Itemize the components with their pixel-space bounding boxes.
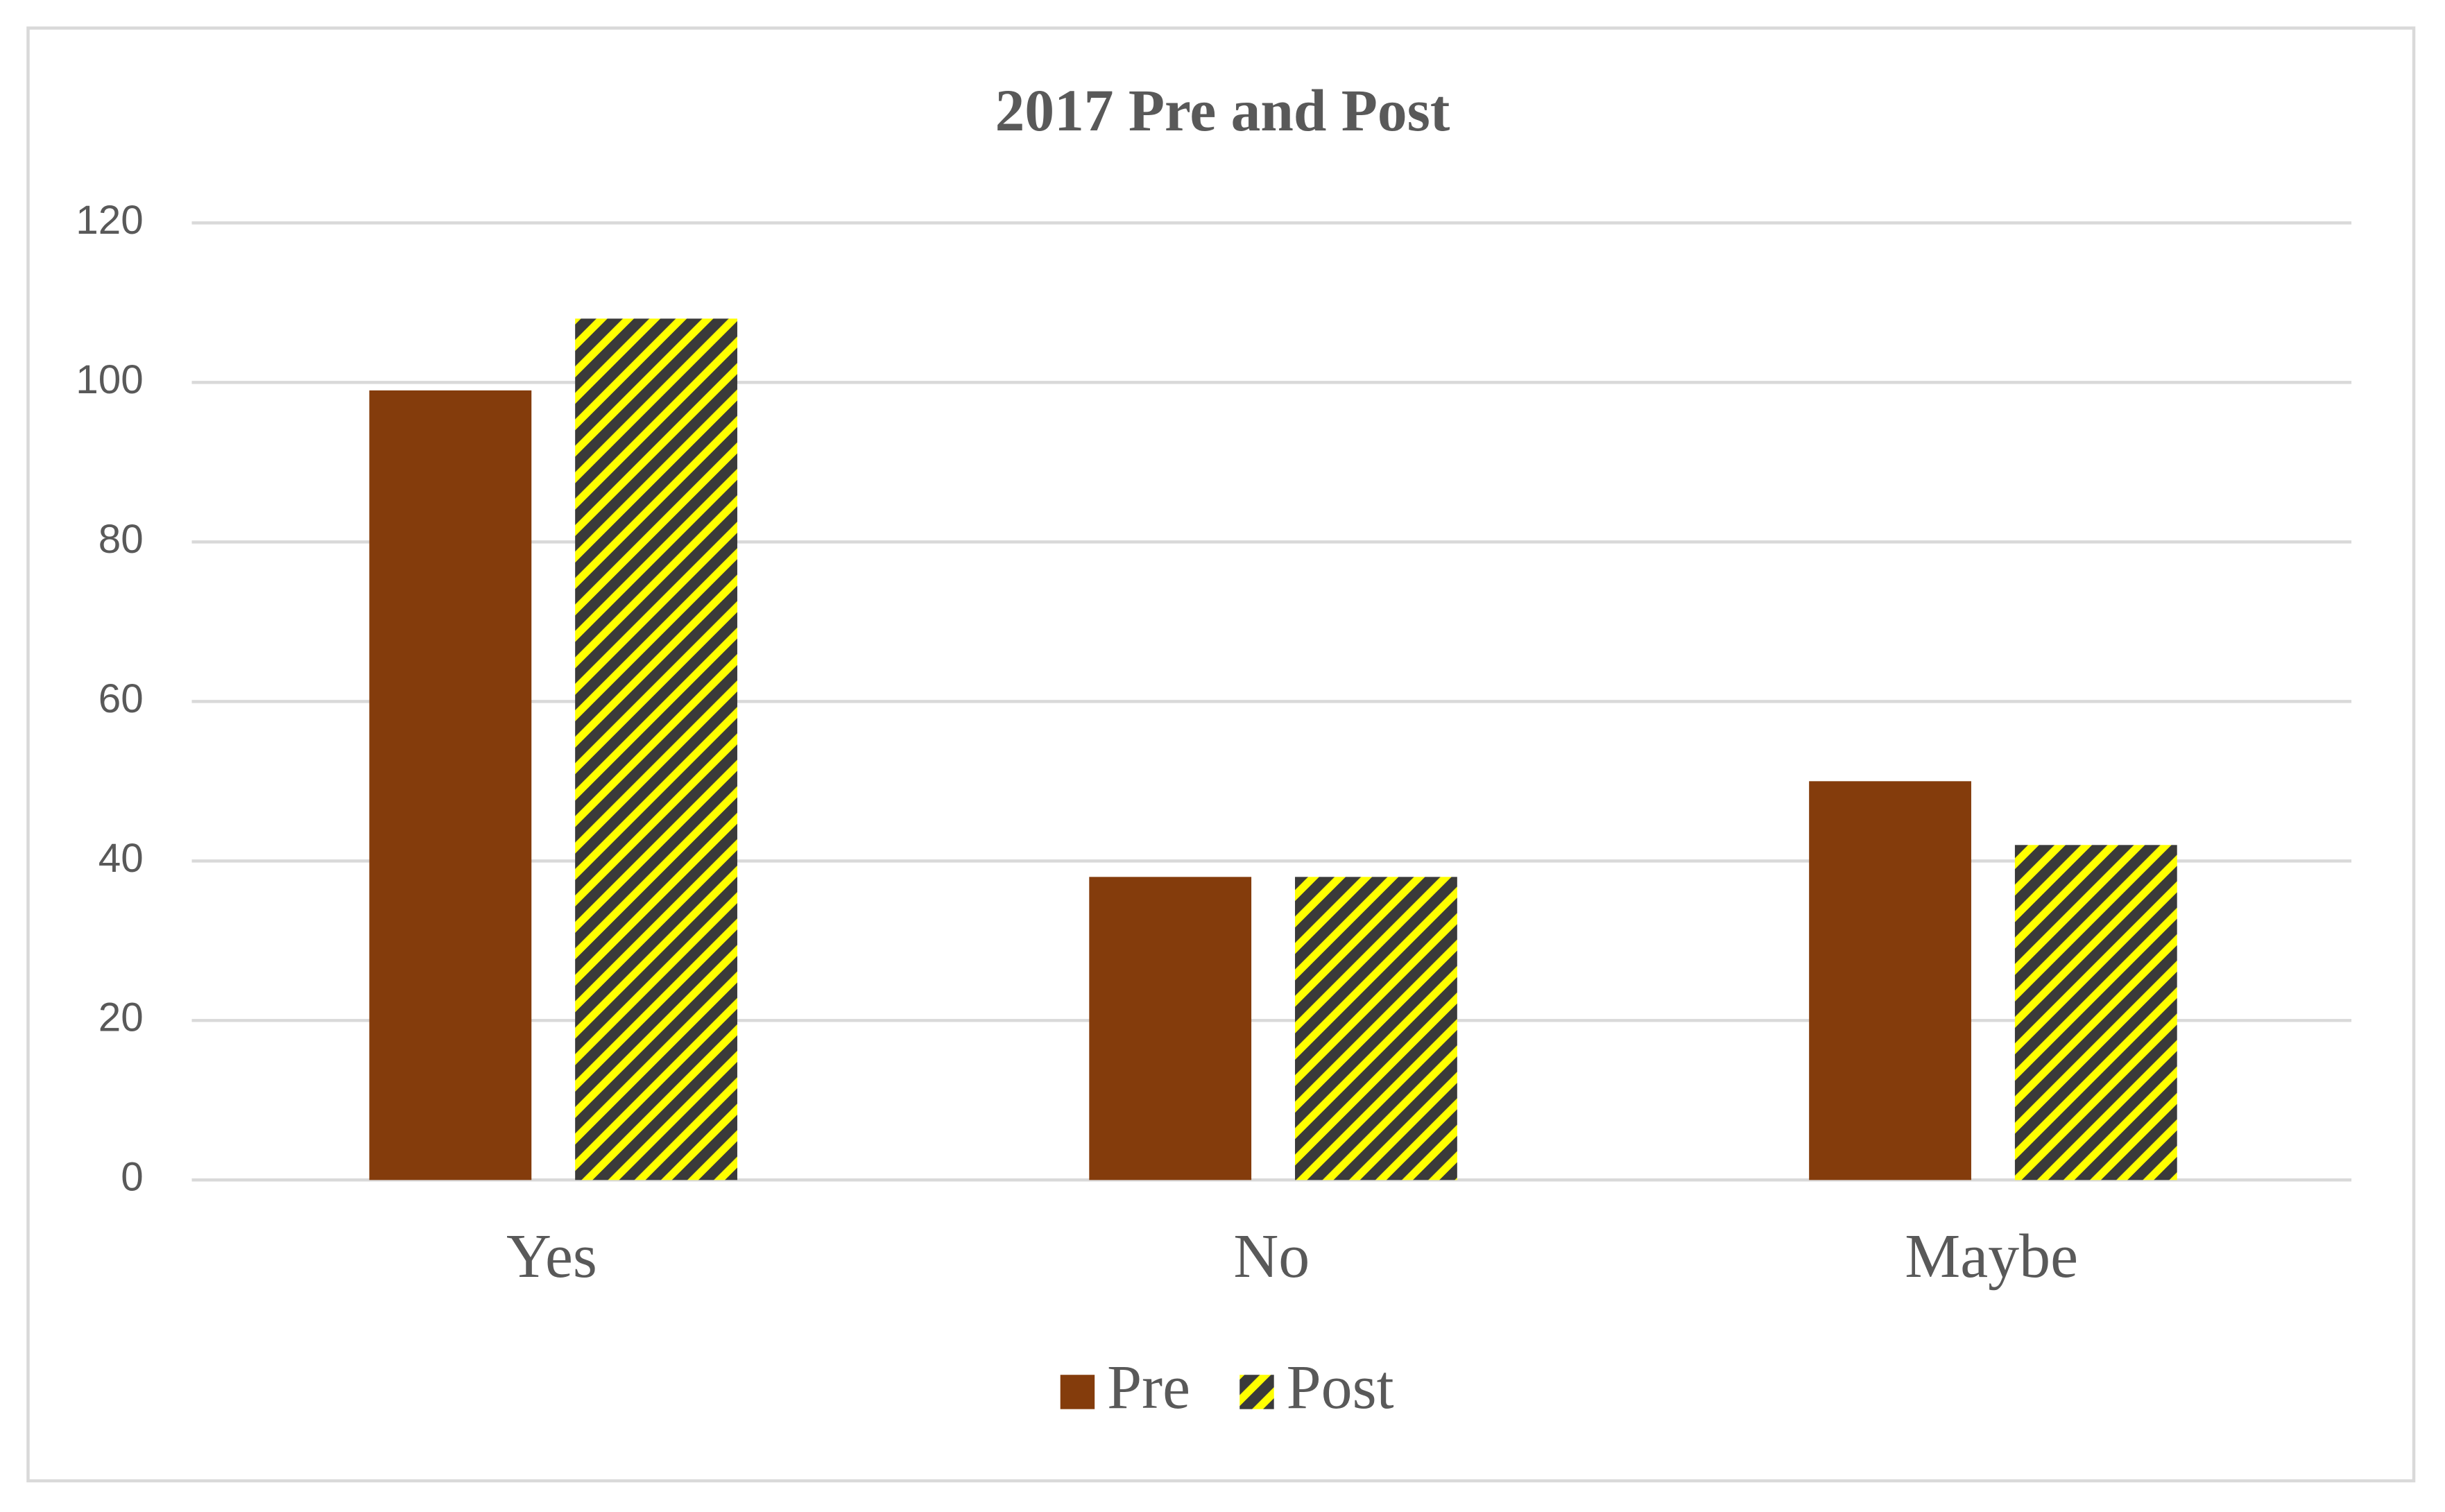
y-tick-label: 120 [76,198,144,243]
chart-title: 2017 Pre and Post [995,78,1450,144]
bar [2014,845,2177,1180]
bar [1295,877,1457,1180]
x-tick-label: Yes [506,1222,597,1291]
y-tick-label: 80 [98,517,144,562]
y-tick-label: 20 [98,995,144,1040]
legend-label: Post [1287,1353,1394,1422]
x-tick-label: No [1233,1222,1310,1291]
x-tick-label: Maybe [1905,1222,2078,1291]
legend-swatch [1239,1375,1274,1409]
bar [1809,781,1971,1180]
bar [575,318,737,1180]
bar [369,390,532,1180]
y-tick-label: 60 [98,676,144,721]
y-tick-label: 0 [121,1155,144,1200]
legend-swatch [1060,1375,1095,1409]
y-tick-label: 40 [98,836,144,881]
y-tick-label: 100 [76,357,144,402]
legend-label: Pre [1107,1353,1190,1422]
bar [1089,877,1252,1180]
